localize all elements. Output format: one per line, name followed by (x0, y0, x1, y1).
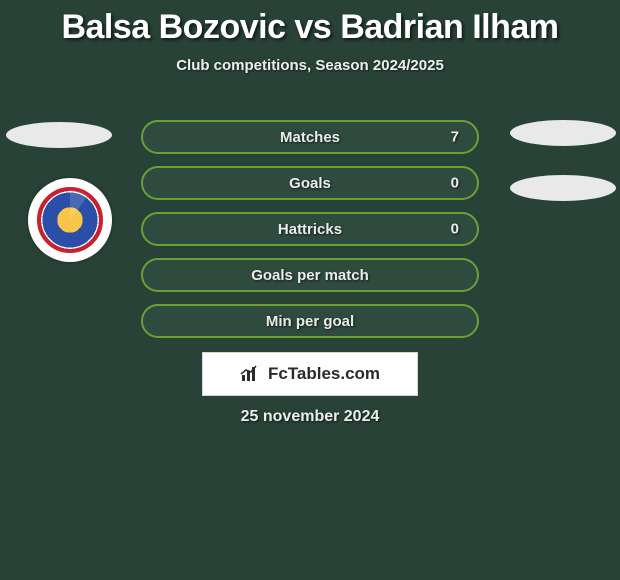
brand-text: FcTables.com (268, 364, 380, 384)
left-placeholder-ellipse (6, 122, 112, 148)
stats-panel: Matches 7 Goals 0 Hattricks 0 Goals per … (141, 120, 479, 350)
stat-row-goals-per-match: Goals per match (141, 258, 479, 292)
page-subtitle: Club competitions, Season 2024/2025 (0, 57, 620, 74)
stat-row-goals: Goals 0 (141, 166, 479, 200)
stat-row-hattricks: Hattricks 0 (141, 212, 479, 246)
right-placeholder-ellipse-1 (510, 120, 616, 146)
stat-value: 7 (451, 129, 459, 146)
stat-label: Goals (289, 175, 331, 192)
stat-label: Goals per match (251, 267, 369, 284)
stat-value: 0 (451, 221, 459, 238)
date-text: 25 november 2024 (0, 408, 620, 426)
club-badge (28, 178, 112, 262)
stat-label: Matches (280, 129, 340, 146)
stat-value: 0 (451, 175, 459, 192)
brand-box: FcTables.com (202, 352, 418, 396)
club-badge-graphic (37, 187, 103, 253)
right-placeholder-ellipse-2 (510, 175, 616, 201)
page-title: Balsa Bozovic vs Badrian Ilham (0, 0, 620, 47)
stat-row-matches: Matches 7 (141, 120, 479, 154)
bar-chart-icon (240, 365, 262, 383)
stat-row-min-per-goal: Min per goal (141, 304, 479, 338)
stat-label: Min per goal (266, 313, 354, 330)
stat-label: Hattricks (278, 221, 342, 238)
